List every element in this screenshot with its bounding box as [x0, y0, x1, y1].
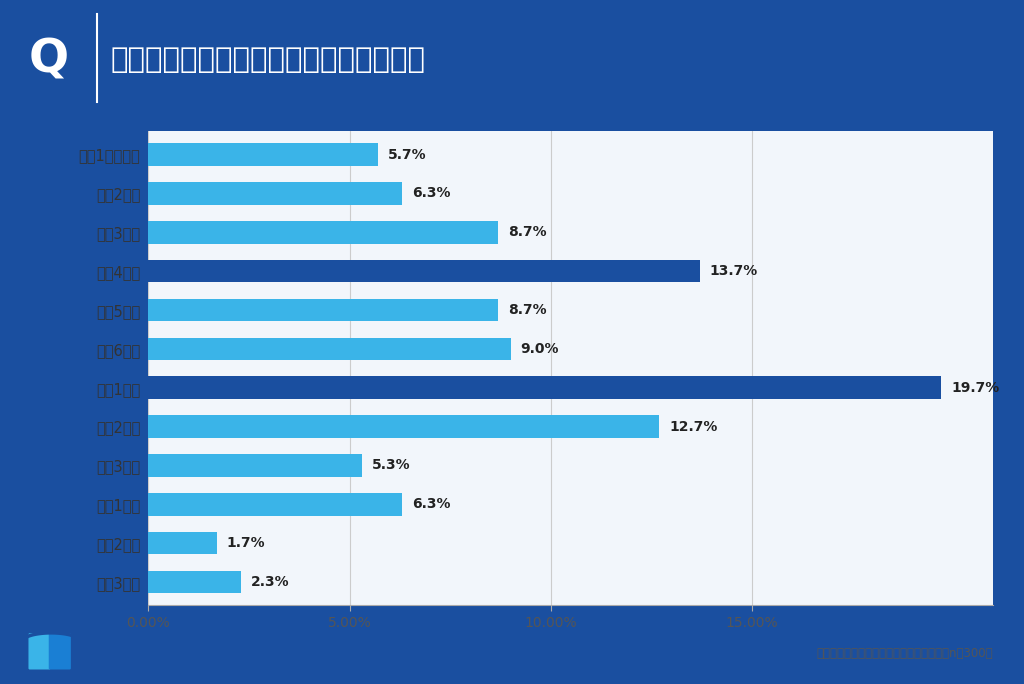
Text: 1.7%: 1.7%	[227, 536, 265, 550]
Bar	[148, 221, 499, 244]
Text: 12.7%: 12.7%	[670, 419, 718, 434]
Text: 6.3%: 6.3%	[412, 187, 451, 200]
Text: 2.3%: 2.3%	[251, 575, 290, 589]
FancyBboxPatch shape	[29, 633, 50, 670]
Text: 不登校になった時期を教えてください。: 不登校になった時期を教えてください。	[111, 47, 426, 75]
Text: 5.7%: 5.7%	[388, 148, 426, 161]
Bar	[148, 532, 217, 555]
Bar	[148, 493, 401, 516]
Bar	[148, 415, 659, 438]
Bar	[148, 338, 511, 360]
Text: じゅけラボ予備校: じゅけラボ予備校	[87, 649, 173, 667]
Text: 5.3%: 5.3%	[372, 458, 411, 473]
Text: 19.7%: 19.7%	[951, 381, 999, 395]
Text: 9.0%: 9.0%	[520, 342, 559, 356]
Bar	[148, 182, 401, 205]
Text: 子どもが現在不登校になっている保護者（n＝300）: 子どもが現在不登校になっている保護者（n＝300）	[817, 646, 993, 660]
Text: Q: Q	[29, 38, 70, 83]
Text: 13.7%: 13.7%	[710, 264, 758, 278]
Bar	[148, 454, 361, 477]
Text: 8.7%: 8.7%	[509, 225, 547, 239]
Bar	[148, 299, 499, 321]
Bar	[148, 260, 699, 282]
Bar	[148, 570, 241, 593]
Bar	[148, 144, 378, 166]
Bar	[148, 376, 941, 399]
Text: 6.3%: 6.3%	[412, 497, 451, 512]
FancyBboxPatch shape	[49, 633, 71, 670]
Text: 8.7%: 8.7%	[509, 303, 547, 317]
